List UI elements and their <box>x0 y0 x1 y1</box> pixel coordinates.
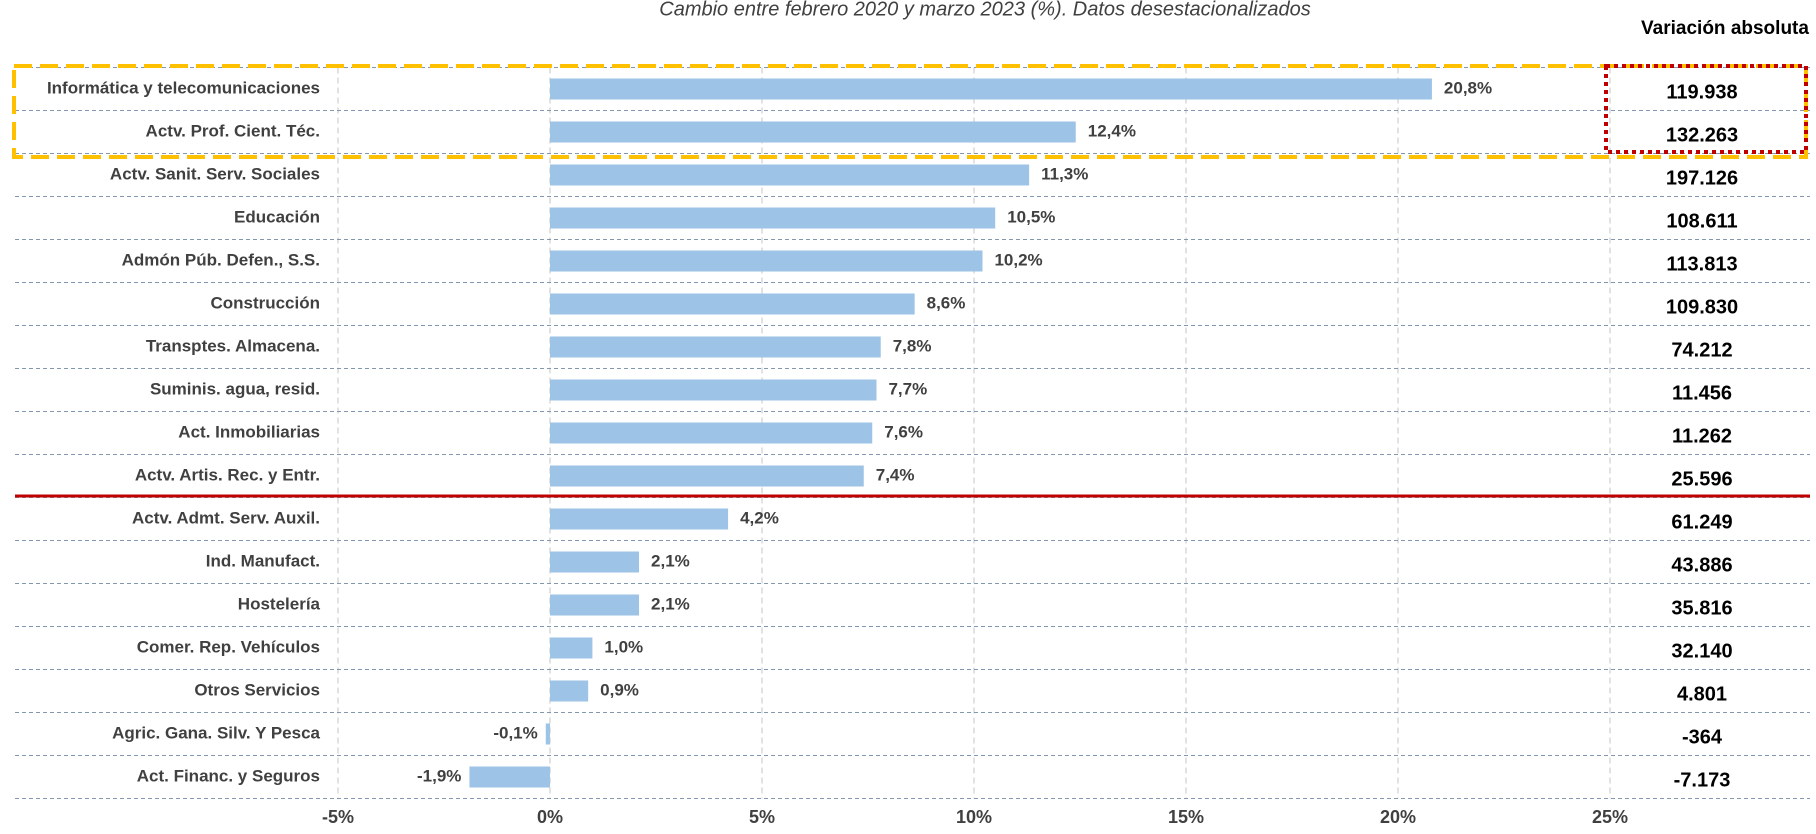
y-tick-label: Ind. Manufact. <box>206 551 320 570</box>
absolute-value: -364 <box>1682 726 1723 748</box>
y-tick-label: Agric. Gana. Silv. Y Pesca <box>112 723 320 742</box>
y-tick-label: Actv. Admt. Serv. Auxil. <box>132 508 320 527</box>
absolute-header: Variación absoluta <box>1641 18 1809 39</box>
bar <box>550 508 729 530</box>
x-tick-label: 15% <box>1168 807 1204 827</box>
absolute-value: 119.938 <box>1666 81 1737 103</box>
bar <box>550 250 983 272</box>
value-label: 10,5% <box>1007 207 1055 226</box>
bar <box>550 207 996 229</box>
absolute-value: 35.816 <box>1671 597 1732 619</box>
bar <box>550 680 589 702</box>
x-tick-label: 5% <box>749 807 775 827</box>
absolute-value: 113.813 <box>1666 253 1737 275</box>
y-tick-label: Act. Financ. y Seguros <box>137 766 320 785</box>
y-tick-label: Suminis. agua, resid. <box>150 379 320 398</box>
absolute-value: 43.886 <box>1671 554 1732 576</box>
x-tick-label: 25% <box>1592 807 1628 827</box>
bar <box>550 293 915 315</box>
absolute-value: 11.262 <box>1672 425 1732 447</box>
y-tick-label: Otros Servicios <box>194 680 320 699</box>
value-label: -1,9% <box>417 766 461 785</box>
y-tick-label: Actv. Sanit. Serv. Sociales <box>110 164 320 183</box>
chart-title: Cambio entre febrero 2020 y marzo 2023 (… <box>659 0 1310 20</box>
highlight-box-absolute <box>1604 64 1808 154</box>
value-label: 8,6% <box>927 293 966 312</box>
bar <box>550 551 640 573</box>
value-label: 12,4% <box>1088 121 1136 140</box>
absolute-value: -7.173 <box>1674 769 1731 791</box>
value-label: 11,3% <box>1041 164 1088 183</box>
absolute-value: 32.140 <box>1671 640 1732 662</box>
absolute-value: 108.611 <box>1666 210 1737 232</box>
bar <box>550 637 593 659</box>
value-label: 7,8% <box>893 336 932 355</box>
x-tick-label: 0% <box>537 807 563 827</box>
x-tick-label: 10% <box>956 807 992 827</box>
x-tick-label: -5% <box>322 807 354 827</box>
value-label: 7,6% <box>884 422 923 441</box>
value-label: 0,9% <box>600 680 639 699</box>
absolute-value: 109.830 <box>1666 296 1738 318</box>
bar <box>550 465 864 487</box>
y-tick-label: Act. Inmobiliarias <box>178 422 320 441</box>
bar <box>550 379 877 401</box>
absolute-value: 132.263 <box>1666 124 1738 146</box>
absolute-value: 74.212 <box>1671 339 1732 361</box>
absolute-value: 61.249 <box>1671 511 1732 533</box>
value-label: 2,1% <box>651 551 690 570</box>
value-label: 7,7% <box>888 379 927 398</box>
highlight-box <box>12 64 1808 159</box>
x-tick-label: 20% <box>1380 807 1416 827</box>
value-label: 7,4% <box>876 465 915 484</box>
absolute-value: 4.801 <box>1677 683 1727 705</box>
value-label: 2,1% <box>651 594 690 613</box>
value-label: -0,1% <box>493 723 537 742</box>
y-tick-label: Transptes. Almacena. <box>146 336 320 355</box>
bar <box>550 336 881 358</box>
y-tick-label: Hostelería <box>238 594 321 613</box>
y-tick-label: Comer. Rep. Vehículos <box>137 637 320 656</box>
y-tick-label: Actv. Prof. Cient. Téc. <box>146 121 320 140</box>
y-tick-label: Admón Púb. Defen., S.S. <box>122 250 320 269</box>
y-tick-label: Actv. Artis. Rec. y Entr. <box>135 465 320 484</box>
bar <box>550 422 873 444</box>
value-label: 20,8% <box>1444 78 1492 97</box>
value-label: 1,0% <box>604 637 643 656</box>
bar <box>550 164 1030 186</box>
bar <box>550 78 1432 100</box>
bar <box>550 594 640 616</box>
bar <box>469 766 550 788</box>
value-label: 4,2% <box>740 508 779 527</box>
bar <box>550 121 1076 143</box>
y-tick-label: Informática y telecomunicaciones <box>47 78 320 97</box>
value-label: 10,2% <box>994 250 1042 269</box>
absolute-value: 11.456 <box>1672 382 1732 404</box>
absolute-value: 197.126 <box>1666 167 1738 189</box>
y-tick-label: Educación <box>234 207 320 226</box>
y-tick-label: Construcción <box>210 293 320 312</box>
bar <box>545 723 550 745</box>
absolute-value: 25.596 <box>1671 468 1732 490</box>
